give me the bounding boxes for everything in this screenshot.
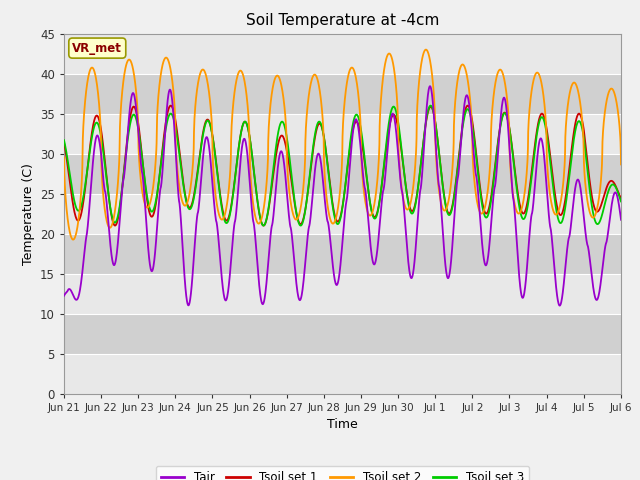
Legend: Tair, Tsoil set 1, Tsoil set 2, Tsoil set 3: Tair, Tsoil set 1, Tsoil set 2, Tsoil se… [156, 466, 529, 480]
Title: Soil Temperature at -4cm: Soil Temperature at -4cm [246, 13, 439, 28]
X-axis label: Time: Time [327, 418, 358, 431]
Bar [64, 154, 621, 193]
Bar [64, 73, 621, 114]
Text: VR_met: VR_met [72, 42, 122, 55]
Bar [64, 234, 621, 274]
Bar [64, 114, 621, 154]
Bar [64, 313, 621, 354]
Bar [64, 34, 621, 73]
Bar [64, 193, 621, 234]
Bar [64, 354, 621, 394]
Bar [64, 274, 621, 313]
Y-axis label: Temperature (C): Temperature (C) [22, 163, 35, 264]
